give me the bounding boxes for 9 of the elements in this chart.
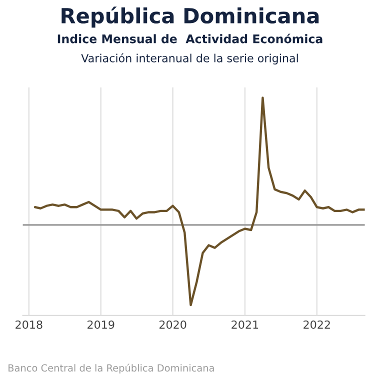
chart-subtitle: Indice Mensual de Actividad Económica bbox=[58, 34, 322, 44]
x-tick-label: 2020 bbox=[159, 320, 186, 329]
x-tick-label: 2022 bbox=[304, 320, 330, 329]
text: Banco Central de la República Dominicana bbox=[8, 364, 214, 374]
chart-title: República Dominicana bbox=[62, 6, 319, 28]
x-tick-label: 2018 bbox=[16, 320, 42, 329]
x-tick-label: 2021 bbox=[232, 320, 258, 329]
x-tick-label: 2019 bbox=[88, 320, 114, 329]
text: Variación interanual de la serie original bbox=[81, 53, 298, 64]
